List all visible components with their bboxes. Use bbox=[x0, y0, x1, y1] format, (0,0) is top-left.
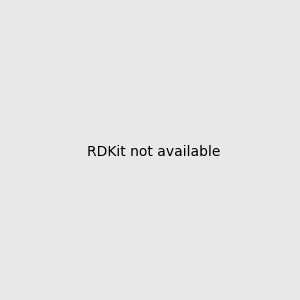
Text: RDKit not available: RDKit not available bbox=[87, 145, 220, 158]
